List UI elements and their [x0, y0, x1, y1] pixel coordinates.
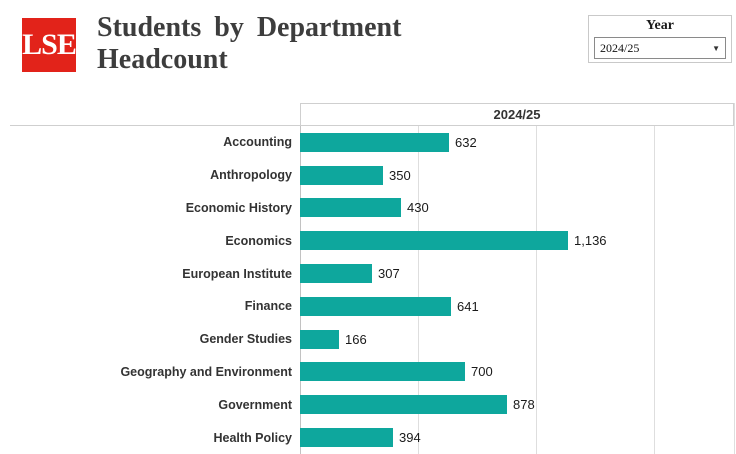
chart-row: Economics 1,136 [0, 224, 736, 257]
value-label: 394 [399, 430, 421, 446]
bar-health-policy[interactable] [300, 428, 393, 448]
year-dropdown[interactable]: 2024/25 ▼ [594, 37, 726, 59]
gridline [734, 103, 735, 454]
category-label: Government [218, 397, 292, 412]
gridline [418, 103, 419, 454]
chart-row: Finance 641 [0, 290, 736, 323]
gridline [536, 103, 537, 454]
category-label: Health Policy [213, 430, 293, 445]
bar-government[interactable] [300, 395, 507, 415]
lse-logo: LSE [22, 18, 77, 72]
chart-row: Government 878 [0, 388, 736, 421]
value-label: 878 [513, 397, 535, 413]
gridline [654, 103, 655, 454]
bar-geography-and-environment[interactable] [300, 362, 465, 382]
category-label: Gender Studies [199, 332, 292, 347]
header-divider [10, 125, 301, 126]
chevron-down-icon: ▼ [712, 43, 720, 53]
lse-logo-text: LSE [22, 28, 77, 61]
category-label: Economic History [185, 200, 292, 215]
chart-row: Accounting 632 [0, 126, 736, 159]
value-label: 641 [457, 298, 479, 314]
value-label: 350 [389, 167, 411, 183]
bar-economics[interactable] [300, 231, 568, 251]
bar-accounting[interactable] [300, 132, 449, 152]
bar-european-institute[interactable] [300, 264, 372, 284]
value-label: 632 [455, 134, 477, 150]
year-dropdown-value: 2024/25 [600, 40, 640, 55]
bar-economic-history[interactable] [300, 198, 401, 218]
column-header-label: 2024/25 [493, 107, 541, 122]
chart-row: European Institute 307 [0, 257, 736, 290]
chart-row: Geography and Environment 700 [0, 356, 736, 389]
category-label: European Institute [182, 266, 292, 281]
year-filter: Year 2024/25 ▼ [588, 15, 732, 63]
value-label: 1,136 [574, 233, 607, 249]
value-label: 307 [378, 266, 400, 282]
category-label: Finance [244, 299, 292, 314]
category-label: Economics [225, 233, 292, 248]
category-label: Geography and Environment [120, 364, 292, 379]
chart-row: Health Policy 394 [0, 421, 736, 454]
value-label: 700 [471, 364, 493, 380]
column-header: 2024/25 [300, 103, 734, 126]
chart-row: Anthropology 350 [0, 159, 736, 192]
chart-row: Economic History 430 [0, 192, 736, 225]
title-line-2: Headcount [97, 44, 228, 76]
bar-anthropology[interactable] [300, 165, 383, 185]
year-filter-label: Year [646, 18, 674, 33]
bar-gender-studies[interactable] [300, 329, 339, 349]
category-label: Accounting [223, 135, 292, 150]
value-label: 166 [345, 331, 367, 347]
category-label: Anthropology [210, 168, 292, 183]
chart-row: Gender Studies 166 [0, 323, 736, 356]
value-label: 430 [407, 200, 429, 216]
title-line-1: Students by Department [97, 12, 402, 43]
page-title: Students by Department Headcount [97, 12, 401, 76]
bar-finance[interactable] [300, 296, 451, 316]
